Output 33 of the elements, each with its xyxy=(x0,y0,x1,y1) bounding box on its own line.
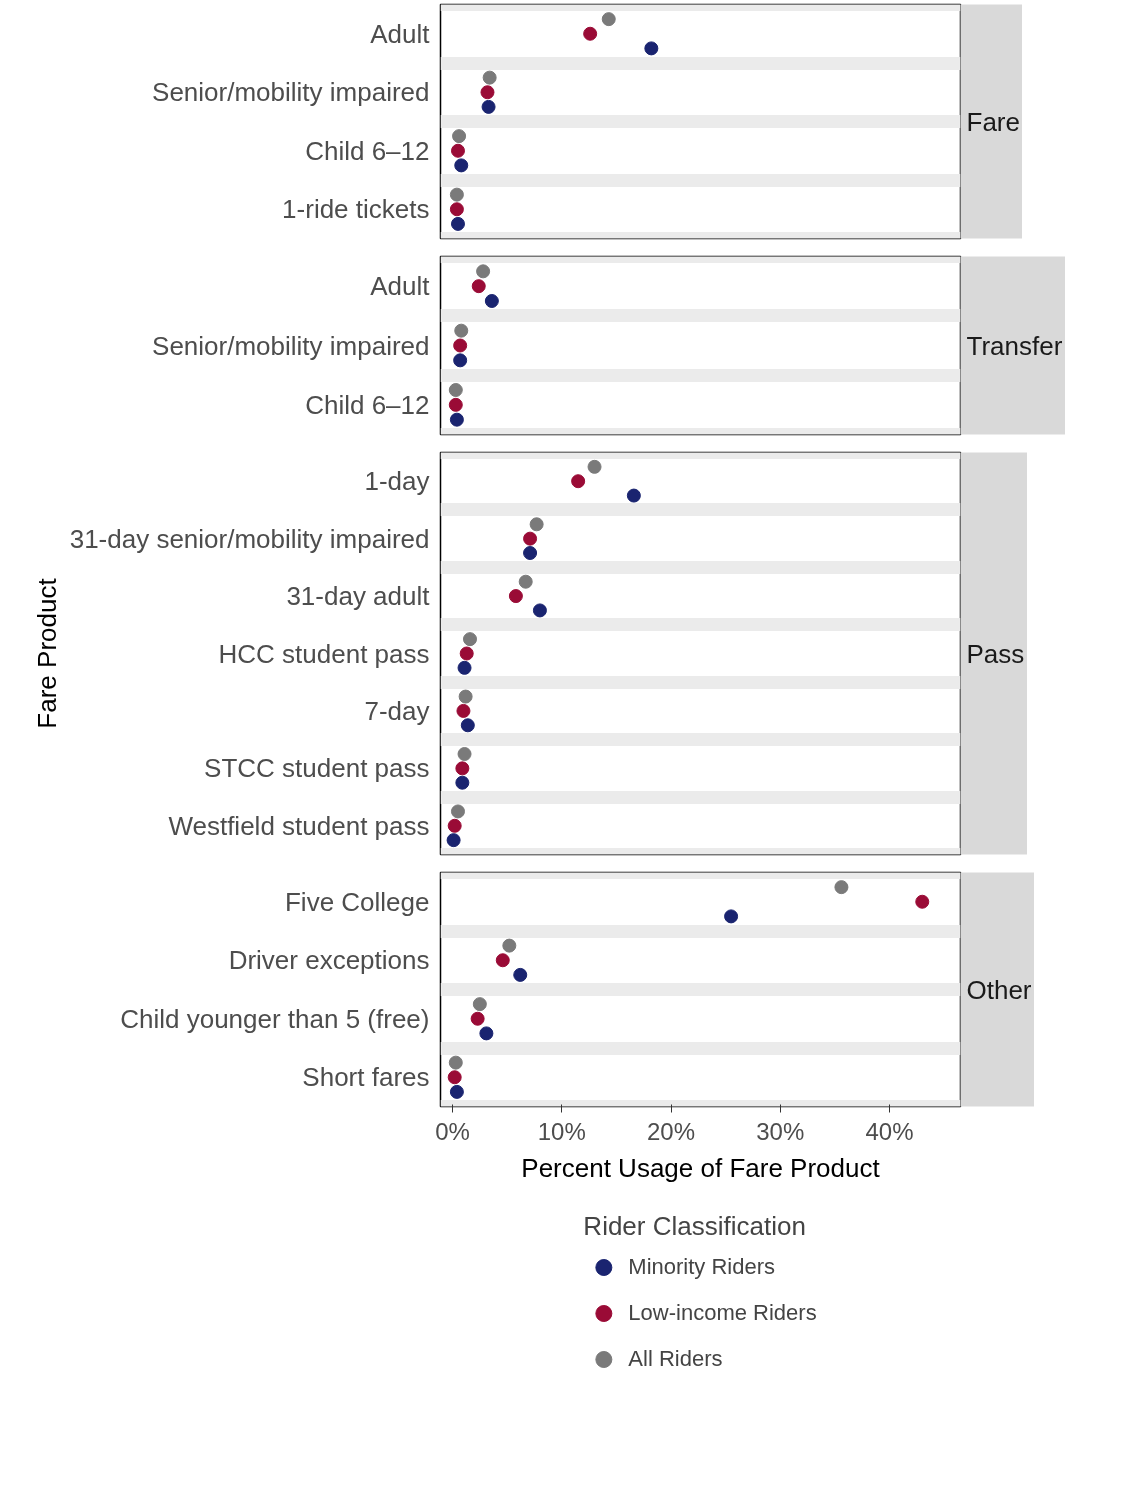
y-tick-label: Adult xyxy=(370,271,431,302)
y-tick-label: 31-day adult xyxy=(286,581,431,612)
legend-title: Rider Classification xyxy=(583,1211,807,1242)
y-tick-label: 1-ride tickets xyxy=(282,194,430,225)
y-tick-label: Westfield student pass xyxy=(168,810,430,841)
y-tick-label: Senior/mobility impaired xyxy=(152,77,430,108)
x-tick-label: 20% xyxy=(646,1117,696,1145)
text: Fare xyxy=(966,106,1020,137)
y-tick-label: Five College xyxy=(284,886,430,917)
y-tick-label: Child younger than 5 (free) xyxy=(120,1003,430,1034)
text: Transfer xyxy=(966,330,1063,361)
x-axis-title: Percent Usage of Fare Product xyxy=(521,1152,881,1183)
legend-label: Low-income Riders xyxy=(628,1300,817,1326)
x-tick-label: 30% xyxy=(756,1117,805,1145)
y-axis-title: Fare Product xyxy=(31,577,62,729)
x-tick-label: 10% xyxy=(537,1117,586,1145)
y-tick-label: Driver exceptions xyxy=(228,945,430,976)
y-tick-label: 31-day senior/mobility impaired xyxy=(69,523,430,554)
y-tick-label: Short fares xyxy=(302,1062,430,1093)
y-tick-label: 1-day xyxy=(364,466,430,497)
y-tick-label: HCC student pass xyxy=(218,638,430,669)
y-tick-label: Child 6–12 xyxy=(305,389,430,420)
text: Other xyxy=(966,974,1032,1005)
text: Pass xyxy=(966,638,1025,669)
legend-label: All Riders xyxy=(628,1346,723,1372)
y-tick-label: STCC student pass xyxy=(204,753,430,784)
y-tick-label: 7-day xyxy=(364,695,430,726)
x-tick-label: 40% xyxy=(865,1117,914,1145)
legend-label: Minority Riders xyxy=(628,1254,776,1280)
y-tick-label: Child 6–12 xyxy=(305,135,430,166)
y-tick-label: Senior/mobility impaired xyxy=(152,330,430,361)
x-tick-label: 0% xyxy=(435,1117,470,1145)
y-tick-label: Adult xyxy=(370,18,431,49)
